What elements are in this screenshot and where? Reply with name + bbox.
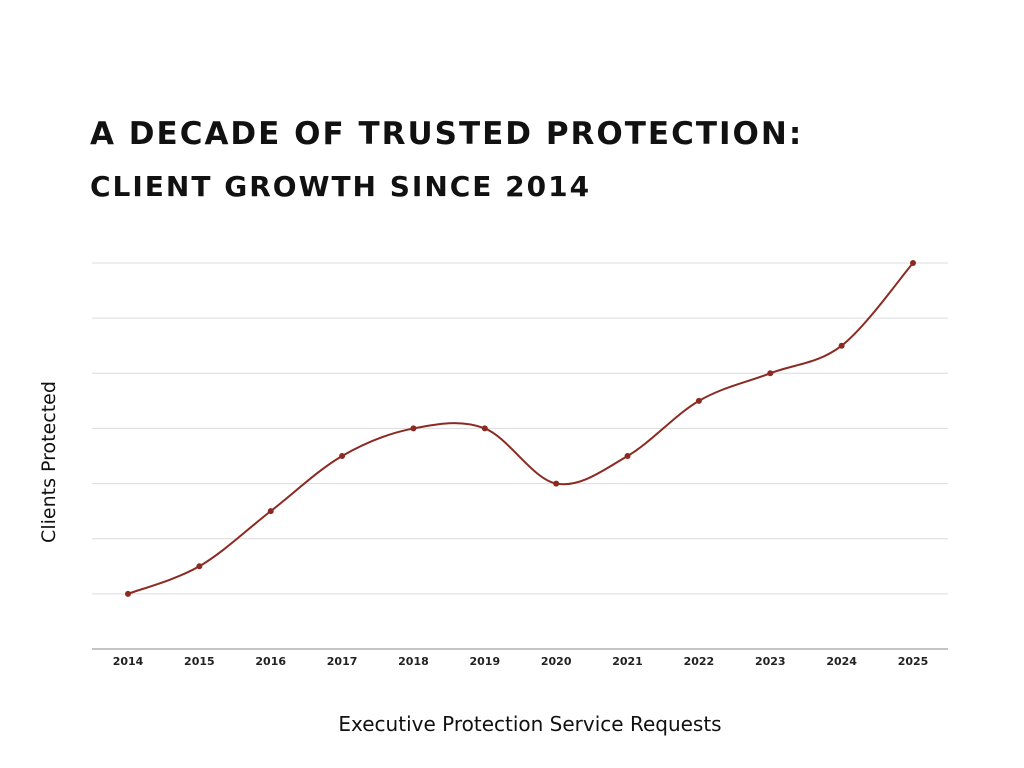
data-point (410, 425, 417, 432)
x-tick-label: 2022 (684, 655, 715, 668)
y-axis-label: Clients Protected (38, 381, 60, 543)
data-point (767, 370, 774, 377)
x-tick-label: 2017 (327, 655, 358, 668)
x-tick-label: 2016 (255, 655, 286, 668)
gridlines (92, 262, 948, 595)
data-point (196, 563, 203, 570)
data-point (125, 590, 131, 597)
data-point (481, 425, 488, 432)
chart-subtitle: CLIENT GROWTH SINCE 2014 (90, 170, 592, 203)
x-tick-label: 2014 (113, 655, 144, 668)
data-point (553, 480, 560, 487)
x-axis-label: Executive Protection Service Requests (338, 712, 722, 736)
x-tick-label: 2018 (398, 655, 429, 668)
series-line (127, 262, 914, 595)
data-point (910, 260, 916, 266)
data-point (267, 508, 274, 515)
x-tick-label: 2023 (755, 655, 786, 668)
x-tick-label: 2025 (898, 655, 929, 668)
x-tick-label: 2021 (612, 655, 643, 668)
data-point (695, 397, 702, 404)
x-tick-label: 2020 (541, 655, 572, 668)
x-tick-label: 2019 (470, 655, 501, 668)
data-point (339, 453, 346, 459)
data-point (838, 342, 845, 349)
data-point (624, 453, 631, 459)
x-tick-label: 2015 (184, 655, 215, 668)
x-tick-label: 2024 (826, 655, 857, 668)
data-points (125, 260, 916, 597)
x-tick-labels: 2014 2015 2016 2017 2018 2019 2020 2021 2022 2023… (113, 655, 929, 668)
chart-title: A DECADE OF TRUSTED PROTECTION: (90, 116, 804, 152)
